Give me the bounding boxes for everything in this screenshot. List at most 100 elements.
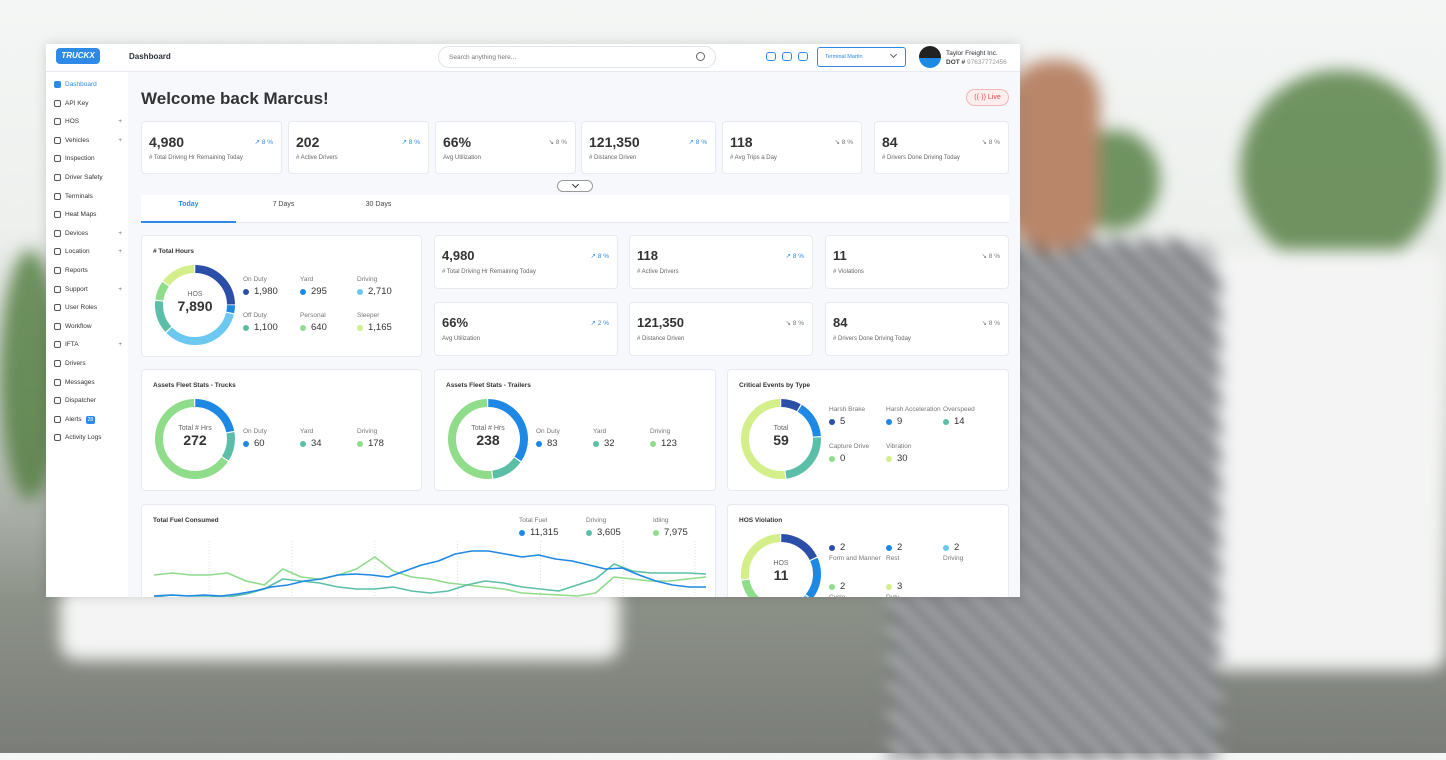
donut-center: Total # Hrs 238 [453,425,523,448]
legend-item: Overspeed 14 [943,406,1003,427]
stat-label: Avg Utilization [442,336,480,342]
center-value: 7,890 [177,298,213,314]
kpi-card: 118 # Avg Trips a Day ↘ 8 % [722,121,862,174]
search-icon[interactable] [696,52,705,61]
legend-label: Driving [650,428,671,435]
kpi-value: 121,350 [589,134,640,150]
sidebar-item-messages[interactable]: Messages [54,378,122,386]
center-label: Total [773,425,789,432]
kpi-label: # Total Driving Hr Remaining Today [149,155,243,161]
sidebar-item-label: User Roles [65,304,98,312]
donut-segment-yard[interactable] [155,399,235,479]
expand-icon[interactable]: + [118,285,122,293]
sidebar-item-alerts[interactable]: Alerts 28 [54,415,122,424]
legend-item: Yard 32 [593,428,653,449]
sidebar-item-heat-maps[interactable]: Heat Maps [54,211,122,219]
center-value: 11 [773,567,789,583]
megaphone-icon[interactable] [782,52,792,61]
user-icon [54,304,61,312]
stat-card: 66% Avg Utilization ↗ 2 % [434,302,618,356]
sidebar-item-inspection[interactable]: Inspection [54,155,122,163]
legend-label: Capture Drive [829,443,870,450]
sidebar-item-drivers[interactable]: Drivers [54,360,122,367]
donut-segment-driving[interactable] [448,399,528,479]
sidebar-item-support[interactable]: Support + [54,285,122,293]
donut-segment-driving[interactable] [155,265,235,345]
donut-segment-on-duty[interactable] [448,399,528,479]
tab-today[interactable]: Today [141,195,236,223]
legend-value: 0 [840,453,846,464]
chat-icon[interactable] [766,52,776,61]
device-icon [54,229,61,237]
legend-value: 7,975 [664,527,688,538]
tab-30-days[interactable]: 30 Days [365,201,392,208]
expand-icon[interactable]: + [118,118,122,126]
legend-label: Yard [300,428,314,435]
legend-label: On Duty [243,428,267,435]
fuel-legend-item: Total Fuel 11,315 [519,517,558,538]
sidebar-item-driver-safety[interactable]: Driver Safety [54,174,122,181]
stat-label: # Active Drivers [637,269,679,275]
sidebar-item-activity-logs[interactable]: Activity Logs [54,434,122,442]
kpi-trend: ↗ 8 % [254,139,273,146]
legend-item: Yard 34 [300,428,360,449]
expand-icon[interactable]: + [118,341,122,349]
stat-value: 11 [833,248,847,263]
sidebar-item-vehicles[interactable]: Vehicles + [54,136,122,144]
truckx-logo[interactable]: TRUCKX [56,48,100,64]
legend-value: 11,315 [530,527,559,538]
tab-7-days[interactable]: 7 Days [272,201,295,208]
sidebar-item-terminals[interactable]: Terminals [54,192,122,200]
donut-segment-overspeed[interactable] [741,399,821,479]
terminal-select[interactable]: Terminal Martin [817,47,906,67]
donut-segment-duty[interactable] [741,534,821,597]
avatar[interactable] [919,46,941,68]
sidebar-item-dashboard[interactable]: Dashboard [54,81,122,88]
sidebar-item-ifta[interactable]: IFTA + [54,341,122,349]
legend-item: On Duty 60 [243,428,303,449]
live-badge[interactable]: ((·)) Live [966,89,1009,106]
critical-card: Critical Events by Type Total 59 Harsh Brak… [727,369,1009,491]
sidebar-item-hos[interactable]: HOS + [54,118,122,126]
sidebar-item-devices[interactable]: Devices + [54,229,122,237]
legend-label: Idling [653,517,669,524]
legend-value: 60 [254,438,265,449]
expand-icon[interactable]: + [118,229,122,237]
donut-center: HOS 11 [746,560,816,583]
legend-dot [300,324,306,331]
bell-icon[interactable] [798,52,808,61]
donut-segment-driving[interactable] [155,399,235,479]
legend-item: Capture Drive 0 [829,443,889,464]
message-icon [54,378,61,386]
card-title: Total Fuel Consumed [153,517,219,524]
sidebar-item-api-key[interactable]: API Key [54,99,122,107]
sidebar-item-workflow[interactable]: Workflow [54,322,122,330]
key-icon [54,99,61,107]
donut-segment-off-duty[interactable] [155,265,235,345]
legend-value: 2 [840,542,846,553]
kpi-value: 202 [296,134,320,150]
sidebar-item-location[interactable]: Location + [54,248,122,256]
expand-icon[interactable]: + [118,248,122,256]
expand-icon[interactable]: + [118,136,122,144]
legend-label: Driving [357,428,378,435]
dashboard-window: TRUCKX Dashboard Search anything here...… [46,44,1020,597]
donut-segment-rest[interactable] [741,534,821,597]
search-input[interactable]: Search anything here... [438,46,716,68]
stat-card: 11 # Violations ↘ 8 % [825,235,1009,289]
legend-dot [519,529,525,536]
stat-label: # Violations [833,269,864,275]
center-value: 238 [476,432,500,448]
donut-center: Total 59 [746,425,816,448]
sidebar-item-user-roles[interactable]: User Roles [54,304,122,312]
donut-segment-vibration[interactable] [741,399,821,479]
stat-value: 4,980 [442,248,475,263]
card-title: Critical Events by Type [739,382,811,389]
expand-button[interactable] [557,180,593,192]
legend-label: Cycle [829,594,889,597]
fuel-card: Total Fuel Consumed Total Fuel 11,315 Driv… [141,504,716,597]
legend-value: 3,605 [597,527,621,538]
sidebar-item-dispatcher[interactable]: Dispatcher [54,397,122,405]
legend-label: Harsh Brake [829,406,866,413]
sidebar-item-reports[interactable]: Reports [54,267,122,274]
